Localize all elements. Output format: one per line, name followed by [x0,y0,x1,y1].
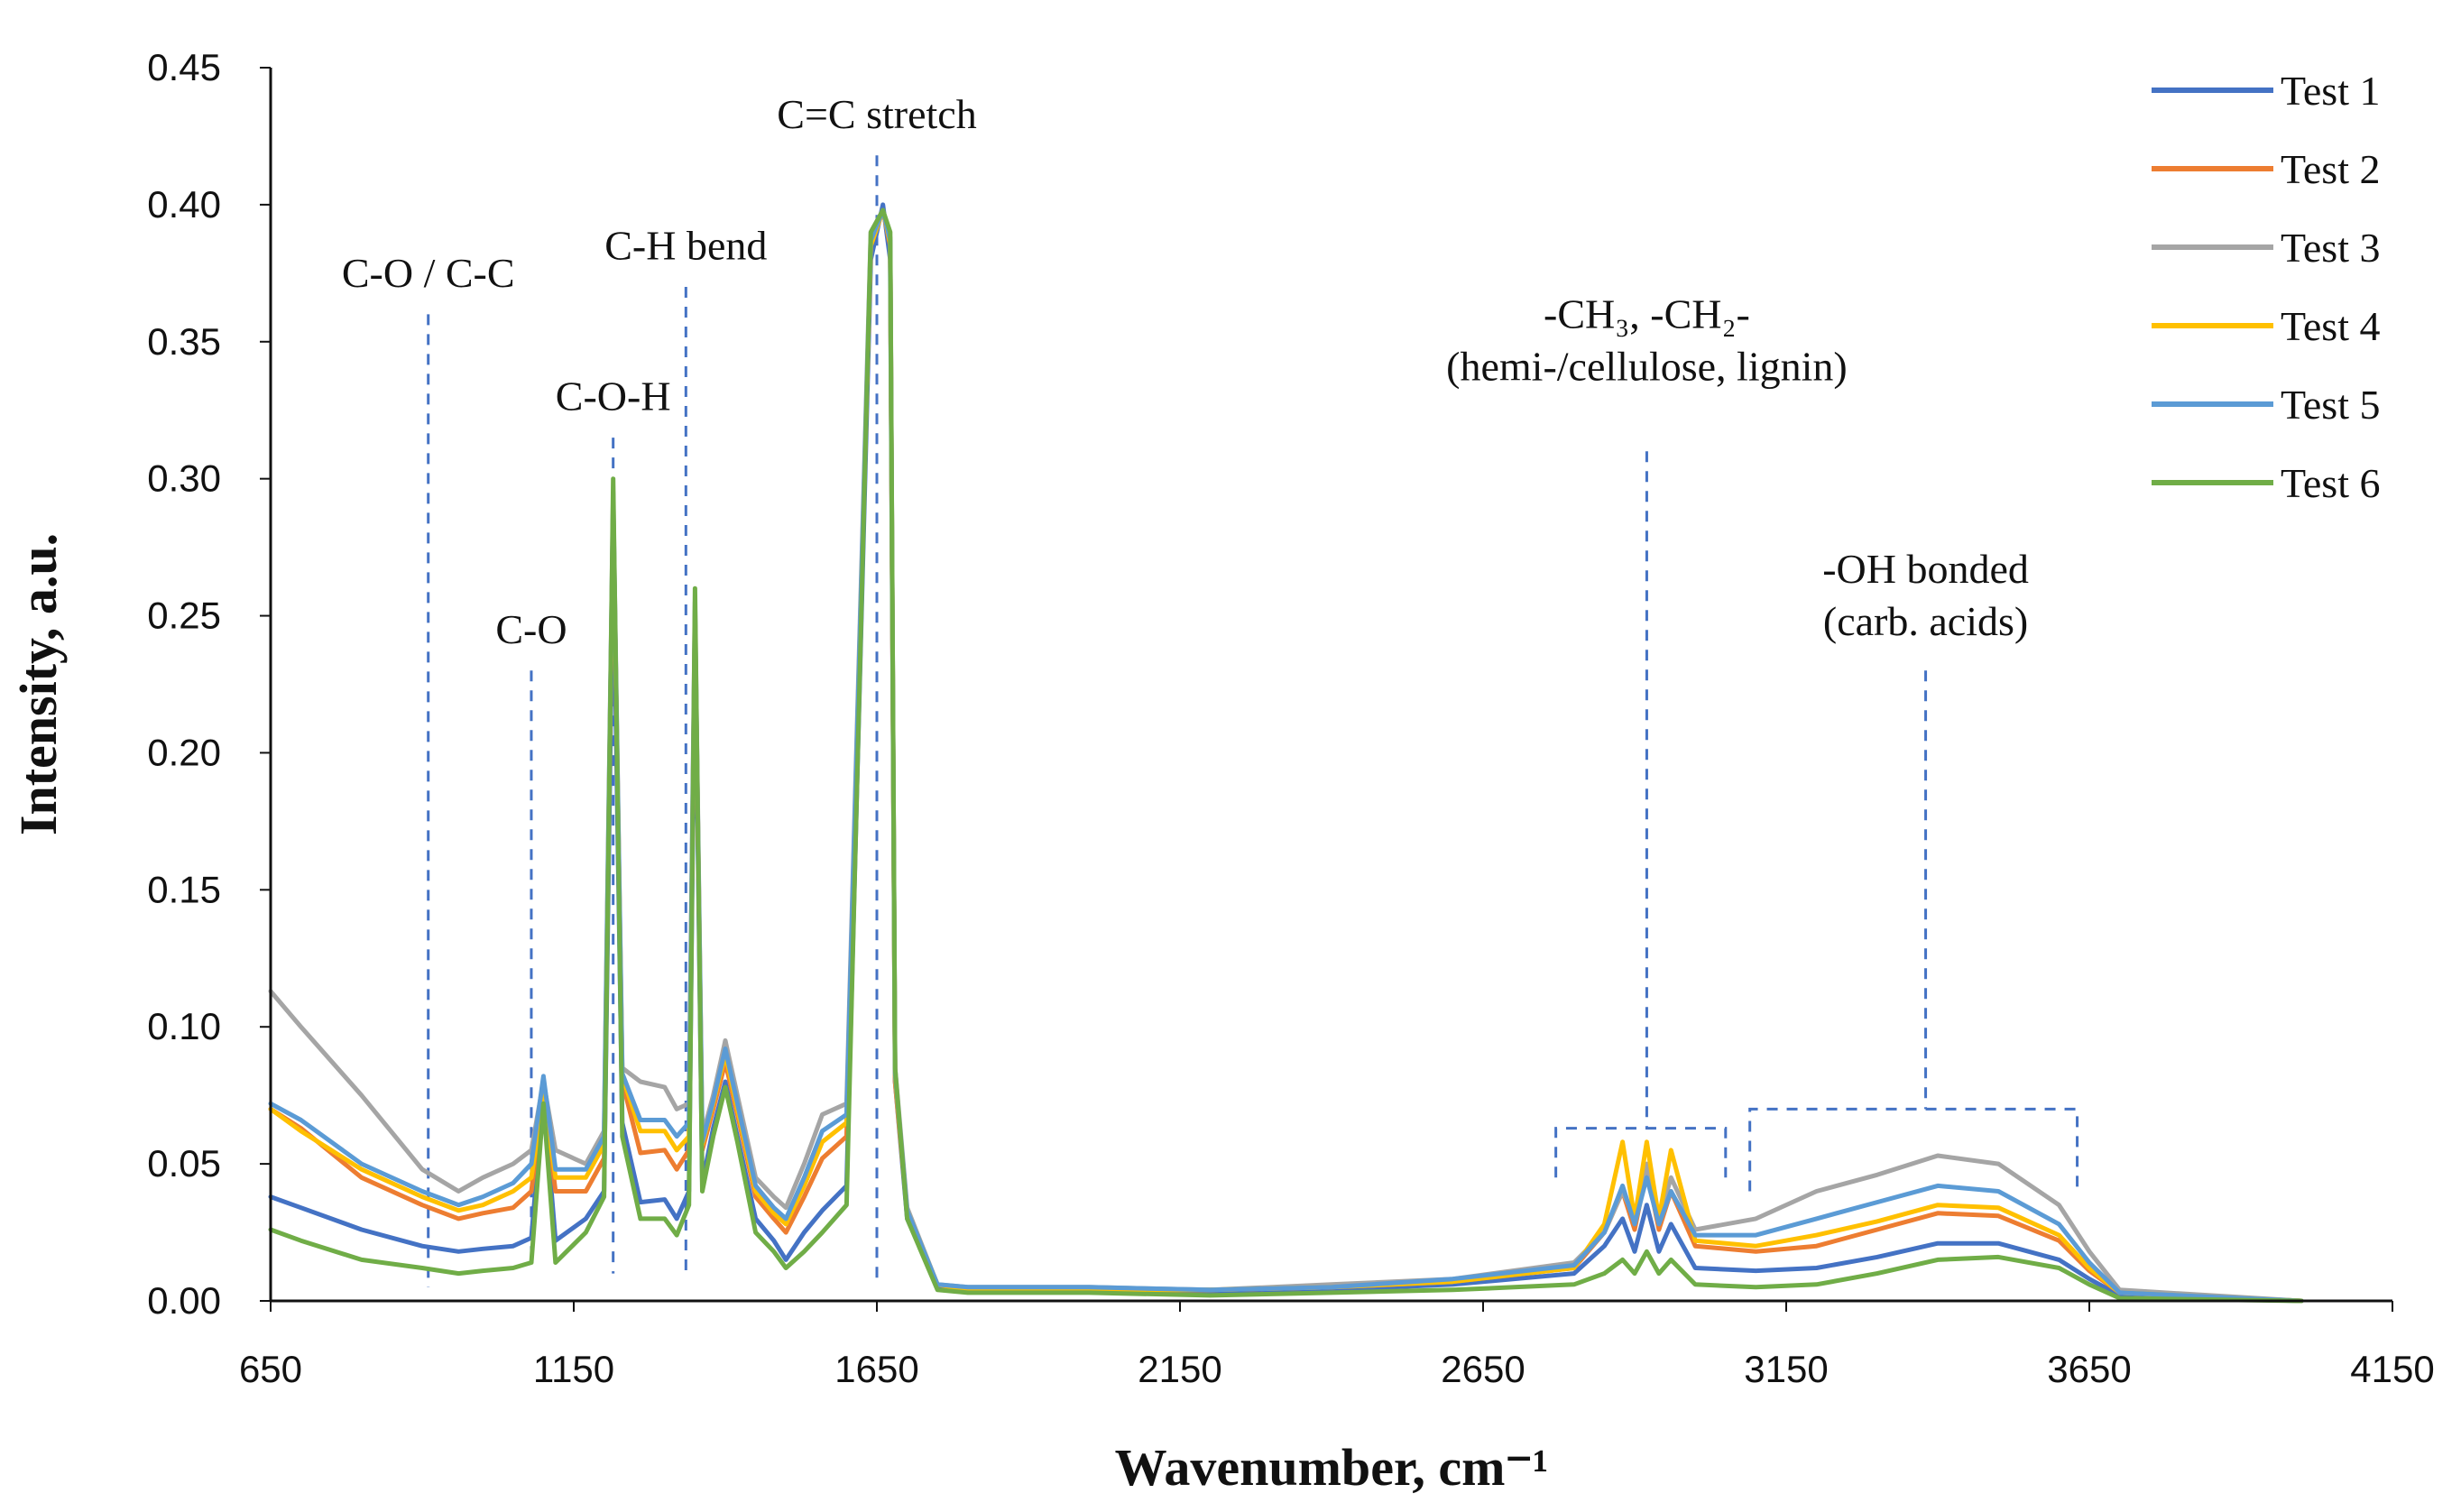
legend-label: Test 2 [2281,146,2381,192]
axes-layer: 0.00 0.05 0.10 0.15 0.20 0.25 0.30 0.35 0.40 0.45… [147,46,2434,1390]
y-tick-label: 0.05 [147,1142,221,1185]
legend: Test 1 Test 2 Test 3 Test 4 Test 5 Test 6 [2152,68,2381,506]
x-tick-label: 1650 [834,1348,918,1390]
y-tick-label: 0.10 [147,1005,221,1047]
annotation-label-coh: C-O-H [556,373,671,419]
x-tick-label: 4150 [2350,1348,2434,1390]
annotation-line: -OH bonded [1822,546,2029,592]
y-tick-label: 0.40 [147,183,221,226]
y-tick-label: 0.45 [147,46,221,88]
legend-label: Test 4 [2281,303,2381,349]
annotation-line: (hemi-/cellulose, lignin) [1446,344,1848,390]
annotation-line: C-O / C-C [342,250,515,296]
x-tick-label: 3650 [2047,1348,2131,1390]
annotation-line: C-O [495,606,567,652]
annotation-label-cc-stretch: C=C stretch [777,91,976,137]
annotation-label-oh-bonded: -OH bonded (carb. acids) [1822,546,2029,644]
legend-label: Test 5 [2281,382,2381,428]
annotation-label-ch3-ch2: -CH₃, -CH₂- (hemi-/cellulose, lignin) [1446,291,1848,390]
annotation-line: (carb. acids) [1823,598,2028,644]
annotation-line: C-O-H [556,373,671,419]
bracket-ch-region [1554,1127,1728,1178]
x-tick-label: 3150 [1744,1348,1828,1390]
x-tick-label: 650 [239,1348,302,1390]
annotation-layer: C-O / C-C C-O C-O-H C-H bend C=C stretch -CH₃… [342,91,2079,1287]
x-tick-label: 1150 [533,1348,614,1390]
annotation-line: C-H bend [604,223,767,269]
y-tick-label: 0.20 [147,731,221,773]
series-layer [268,202,2304,1304]
x-tick-label: 2150 [1138,1348,1221,1390]
legend-label: Test 3 [2281,225,2381,271]
annotation-label-ch-bend: C-H bend [604,223,767,269]
annotation-line: -CH₃, -CH₂- [1544,291,1750,337]
y-tick-label: 0.00 [147,1279,221,1322]
series-line-test-6 [268,207,2304,1304]
annotation-line: C=C stretch [777,91,976,137]
annotation-label-co-cc: C-O / C-C [342,250,515,296]
series-line-test-5 [268,207,2304,1304]
y-tick-label: 0.30 [147,457,221,500]
y-axis-title: Intensity, a.u. [9,533,68,835]
legend-label: Test 1 [2281,68,2381,114]
x-axis-title: Wavenumber, cm⁻¹ [1115,1438,1549,1497]
y-tick-label: 0.15 [147,868,221,910]
annotation-label-co: C-O [495,606,567,652]
legend-label: Test 6 [2281,460,2381,506]
bracket-oh-region [1748,1107,2079,1192]
x-tick-label: 2650 [1441,1348,1525,1390]
y-tick-label: 0.35 [147,320,221,363]
y-tick-label: 0.25 [147,595,221,637]
